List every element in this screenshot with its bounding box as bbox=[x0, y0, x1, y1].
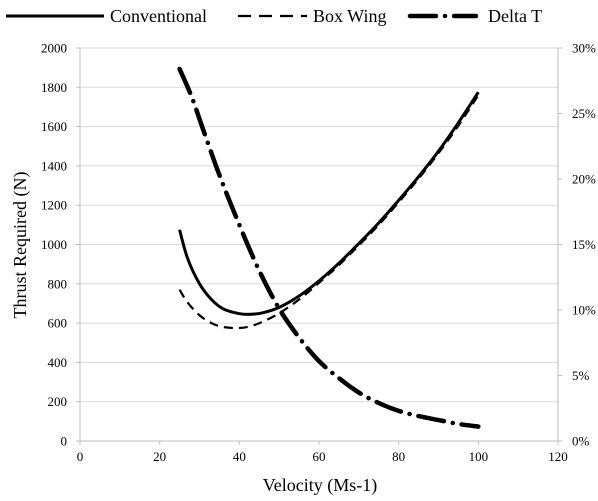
y-tick-label: 1200 bbox=[41, 198, 67, 213]
x-tick-label: 100 bbox=[469, 449, 489, 464]
y-tick-label: 200 bbox=[48, 394, 68, 409]
legend-label: Box Wing bbox=[313, 6, 386, 26]
y-tick-label: 1800 bbox=[41, 80, 67, 95]
legend-item: Delta T bbox=[407, 6, 542, 26]
x-tick-label: 60 bbox=[313, 449, 326, 464]
y2-tick-label: 30% bbox=[572, 41, 596, 56]
x-tick-label: 80 bbox=[392, 449, 405, 464]
y-tick-label: 1000 bbox=[41, 237, 67, 252]
series-line bbox=[178, 91, 480, 316]
series-box-wing bbox=[178, 94, 480, 330]
y-tick-label: 600 bbox=[48, 316, 68, 331]
x-tick-label: 40 bbox=[233, 449, 246, 464]
y2-tick-label: 15% bbox=[572, 237, 596, 252]
series-conventional bbox=[178, 91, 480, 316]
y-tick-label: 0 bbox=[61, 434, 68, 449]
series-group bbox=[177, 66, 481, 429]
y-tick-label: 1400 bbox=[41, 158, 67, 173]
y-tick-label: 1600 bbox=[41, 119, 67, 134]
y-tick-label: 400 bbox=[48, 355, 68, 370]
x-tick-label: 0 bbox=[77, 449, 84, 464]
y-tick-label: 800 bbox=[48, 276, 68, 291]
y2-tick-label: 0% bbox=[572, 434, 590, 449]
y2-tick-label: 25% bbox=[572, 106, 596, 121]
legend-label: Delta T bbox=[488, 6, 542, 26]
y2-tick-label: 10% bbox=[572, 303, 596, 318]
legend-item: Box Wing bbox=[238, 6, 386, 26]
y2-tick-label: 5% bbox=[572, 368, 590, 383]
series-delta-t bbox=[177, 66, 481, 429]
y2-tick-label: 20% bbox=[572, 172, 596, 187]
series-line bbox=[177, 66, 481, 429]
ticks: 0 20 40 60 80 100 1200200400600800100012001400… bbox=[41, 41, 596, 465]
x-axis-title: Velocity (Ms-1) bbox=[263, 475, 377, 496]
y-tick-label: 2000 bbox=[41, 41, 67, 56]
gridlines bbox=[80, 47, 558, 442]
y-axis-title: Thrust Required (N) bbox=[10, 172, 31, 319]
legend-label: Conventional bbox=[110, 6, 207, 26]
legend-item: Conventional bbox=[6, 6, 207, 26]
x-tick-label: 20 bbox=[153, 449, 166, 464]
legend: Conventional Box Wing Delta T bbox=[6, 6, 542, 26]
series-line bbox=[178, 94, 480, 330]
x-tick-label: 120 bbox=[548, 449, 568, 464]
